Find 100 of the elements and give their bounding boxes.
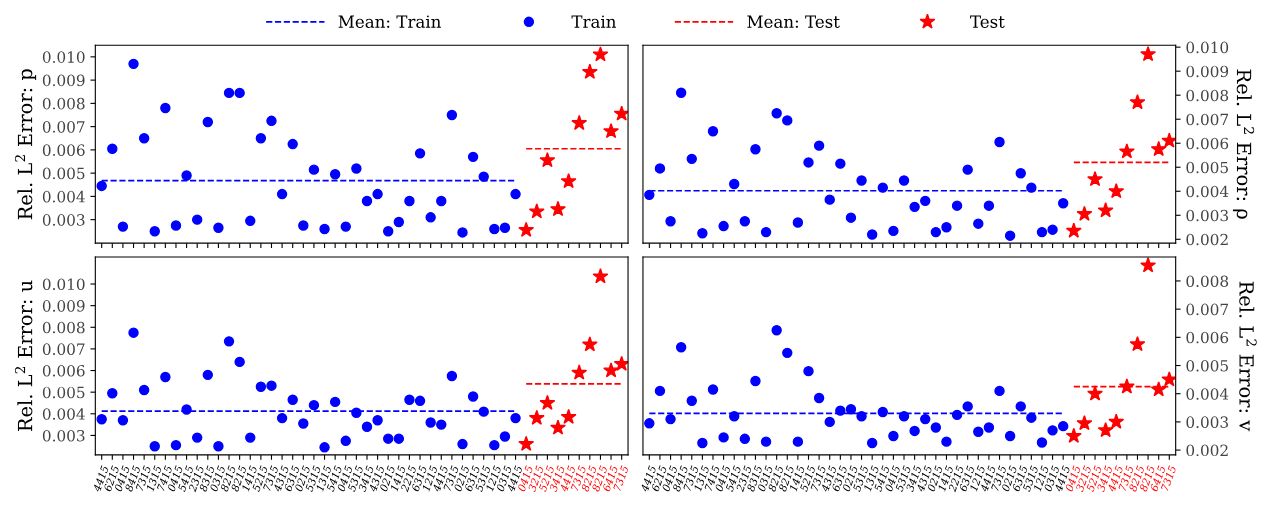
point [1004, 430, 1016, 442]
point [128, 58, 139, 70]
point [489, 223, 500, 235]
y-axis-title: Rel. L$^{2}$ Error: ρ [1232, 69, 1255, 219]
point [489, 439, 500, 451]
point [1065, 427, 1082, 443]
point [518, 435, 535, 451]
point [983, 200, 995, 211]
point [697, 228, 708, 239]
point [592, 268, 609, 284]
point [994, 385, 1005, 397]
y-tick-label: 0.008 [1186, 275, 1229, 287]
point [951, 200, 963, 211]
point [877, 406, 888, 418]
y-tick-label: 0.007 [1186, 113, 1229, 126]
point [824, 416, 835, 428]
point [782, 347, 793, 359]
point [170, 439, 182, 451]
point [697, 437, 708, 449]
point [149, 441, 160, 452]
point [383, 433, 394, 444]
point [1004, 230, 1016, 241]
point [686, 395, 697, 406]
y-tick-label: 0.002 [1186, 233, 1228, 246]
point [298, 220, 309, 231]
point [560, 172, 577, 189]
point [771, 325, 782, 336]
y-tick-label: 0.007 [42, 343, 85, 355]
point [223, 336, 235, 347]
point [888, 430, 899, 442]
point [1036, 226, 1048, 238]
y-axis-title: Rel. L$^{2}$ Error: v [1239, 281, 1257, 432]
point [613, 105, 629, 121]
point [920, 195, 931, 207]
point [792, 436, 804, 447]
point [393, 433, 405, 444]
point [393, 216, 405, 228]
point [457, 227, 468, 238]
point [856, 411, 867, 422]
point [835, 158, 846, 169]
y-tick-label: 0.007 [42, 121, 85, 133]
point [1129, 94, 1146, 110]
point [539, 152, 556, 168]
point [351, 163, 362, 174]
y-tick-label: 0.005 [1186, 161, 1228, 174]
point [824, 194, 835, 205]
point [1047, 224, 1058, 235]
point [962, 164, 973, 175]
point [1057, 420, 1069, 432]
point [276, 188, 288, 200]
point [835, 405, 846, 416]
point [792, 217, 804, 228]
point [287, 138, 298, 150]
point [528, 409, 545, 425]
point [845, 404, 857, 415]
y-tick-label: 0.006 [1186, 137, 1229, 150]
point [803, 365, 814, 377]
point [96, 413, 107, 425]
point [245, 215, 256, 227]
point [191, 432, 203, 443]
point [675, 341, 687, 353]
point [298, 418, 309, 429]
y-tick-label: 0.004 [1186, 185, 1229, 198]
point [560, 408, 577, 424]
y-tick-label: 0.003 [1186, 416, 1228, 428]
y-tick-label: 0.004 [42, 190, 85, 203]
point [1026, 182, 1037, 193]
point [729, 178, 740, 190]
point [234, 87, 245, 99]
point [803, 157, 814, 168]
point [308, 164, 320, 175]
point [1118, 143, 1135, 159]
point [983, 422, 995, 433]
point [739, 433, 751, 445]
point [149, 226, 160, 237]
point [782, 115, 793, 126]
point [1076, 205, 1093, 221]
point [581, 63, 598, 79]
point [856, 175, 867, 186]
point [160, 102, 171, 114]
point [962, 401, 973, 412]
point [96, 180, 107, 192]
point [308, 399, 320, 411]
point [750, 144, 761, 155]
point [528, 203, 545, 219]
point [467, 391, 479, 402]
point [707, 126, 719, 137]
point [973, 426, 984, 437]
point [613, 355, 629, 371]
point [760, 226, 772, 238]
point [223, 87, 235, 99]
point [372, 188, 383, 200]
point [319, 442, 330, 453]
point [1140, 257, 1157, 273]
point [319, 223, 330, 235]
point [592, 46, 609, 62]
point [1097, 202, 1114, 218]
point [478, 171, 489, 182]
point [181, 404, 192, 415]
point [361, 421, 373, 432]
